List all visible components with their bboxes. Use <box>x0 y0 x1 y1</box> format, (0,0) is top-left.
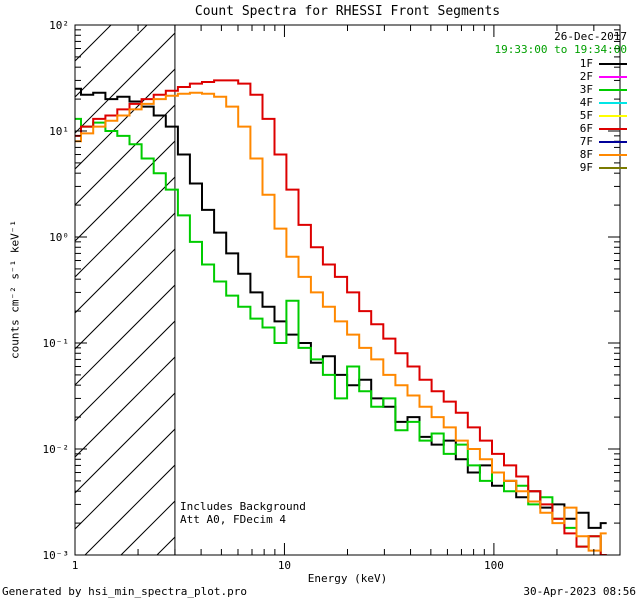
attenuator-note: Att A0, FDecim 4 <box>180 513 286 526</box>
generation-timestamp: 30-Apr-2023 08:56 <box>523 585 636 598</box>
svg-text:10⁻³: 10⁻³ <box>43 549 70 562</box>
legend-label: 7F <box>579 135 593 148</box>
svg-text:10⁰: 10⁰ <box>49 231 69 244</box>
legend-label: 3F <box>579 83 593 96</box>
svg-text:10⁻²: 10⁻² <box>43 443 70 456</box>
legend-label: 1F <box>579 57 593 70</box>
legend-color-swatch <box>599 127 627 130</box>
legend-color-swatch <box>599 75 627 78</box>
svg-text:10¹: 10¹ <box>49 125 69 138</box>
svg-text:10⁻¹: 10⁻¹ <box>43 337 70 350</box>
legend-item-3F: 3F <box>579 83 627 96</box>
legend-color-swatch <box>599 101 627 104</box>
legend-item-7F: 7F <box>579 135 627 148</box>
legend: 1F 2F 3F 4F 5F 6F 7F 8F 9F <box>579 57 627 174</box>
legend-color-swatch <box>599 153 627 156</box>
legend-item-1F: 1F <box>579 57 627 70</box>
legend-label: 4F <box>579 96 593 109</box>
y-axis-label: counts cm⁻² s⁻¹ keV⁻¹ <box>8 219 22 360</box>
legend-label: 9F <box>579 161 593 174</box>
legend-item-9F: 9F <box>579 161 627 174</box>
series-1F <box>75 87 607 529</box>
series-6F <box>75 79 607 555</box>
legend-color-swatch <box>599 166 627 169</box>
legend-label: 8F <box>579 148 593 161</box>
tick-labels: 10² 10¹ 10⁰ 10⁻¹ 10⁻² 10⁻³1 10 100 <box>43 19 504 572</box>
svg-text:100: 100 <box>484 559 504 572</box>
series-3F <box>75 117 607 555</box>
observation-date: 26-Dec-2017 <box>554 30 627 43</box>
legend-item-6F: 6F <box>579 122 627 135</box>
background-note: Includes Background <box>180 500 306 513</box>
series-group <box>75 79 607 555</box>
legend-label: 6F <box>579 122 593 135</box>
svg-text:1: 1 <box>72 559 79 572</box>
legend-label: 2F <box>579 70 593 83</box>
legend-color-swatch <box>599 88 627 91</box>
legend-color-swatch <box>599 114 627 117</box>
svg-text:10²: 10² <box>49 19 69 32</box>
page-title: Count Spectra for RHESSI Front Segments <box>194 4 501 19</box>
legend-color-swatch <box>599 140 627 143</box>
legend-item-5F: 5F <box>579 109 627 122</box>
legend-item-4F: 4F <box>579 96 627 109</box>
x-axis-label: Energy (keV) <box>307 572 388 585</box>
generator-credit: Generated by hsi_min_spectra_plot.pro <box>2 585 248 598</box>
legend-item-2F: 2F <box>579 70 627 83</box>
legend-item-8F: 8F <box>579 148 627 161</box>
series-8F <box>75 91 607 552</box>
svg-text:10: 10 <box>278 559 291 572</box>
hatch-region <box>75 25 175 555</box>
legend-color-swatch <box>599 62 627 65</box>
legend-label: 5F <box>579 109 593 122</box>
observation-time-range: 19:33:00 to 19:34:00 <box>494 43 627 56</box>
